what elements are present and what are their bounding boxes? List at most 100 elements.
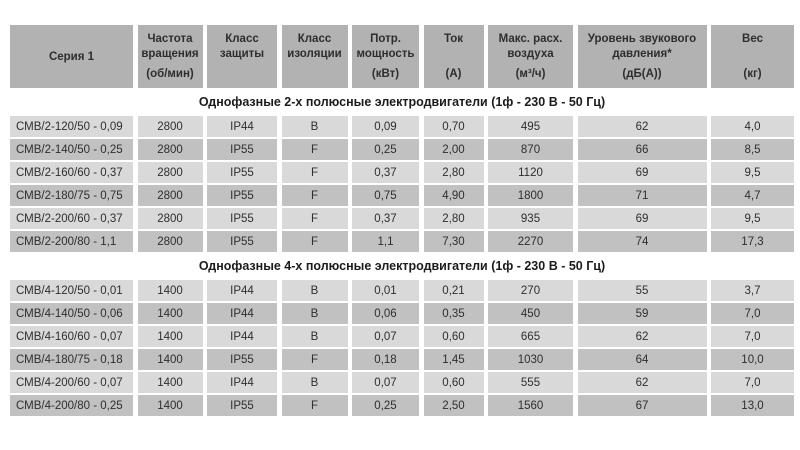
table-cell: IP44 xyxy=(207,116,277,137)
table-cell: 62 xyxy=(577,116,707,137)
table-cell: 2,80 xyxy=(423,162,484,183)
table-cell: 62 xyxy=(577,326,707,347)
header-label: Класс защиты xyxy=(219,33,265,60)
table-cell: 0,21 xyxy=(423,280,484,301)
table-cell: 935 xyxy=(488,208,573,229)
table-cell: 0,37 xyxy=(352,162,419,183)
table-cell: IP44 xyxy=(207,280,277,301)
table-cell: F xyxy=(281,139,348,160)
table-cell: 1800 xyxy=(488,185,573,206)
table-cell: 66 xyxy=(577,139,707,160)
table-cell: 0,06 xyxy=(352,303,419,324)
table-cell: 0,25 xyxy=(352,395,419,416)
model-name-cell: СМВ/4-120/50 - 0,01 xyxy=(10,280,133,301)
table-cell: 1400 xyxy=(137,326,203,347)
header-label: Макс. расх. воздуха xyxy=(498,33,563,60)
table-cell: F xyxy=(281,349,348,370)
table-cell: F xyxy=(281,395,348,416)
table-cell: 69 xyxy=(577,208,707,229)
table-cell: 55 xyxy=(577,280,707,301)
table-cell: 13,0 xyxy=(711,395,794,416)
table-cell: IP55 xyxy=(207,349,277,370)
header-label: Потр. мощность xyxy=(356,33,415,60)
table-cell: IP44 xyxy=(207,372,277,393)
table-cell: F xyxy=(281,162,348,183)
model-name-cell: СМВ/2-200/60 - 0,37 xyxy=(10,208,133,229)
header-unit: (м³/ч) xyxy=(515,68,546,81)
table-cell: IP55 xyxy=(207,139,277,160)
model-name-cell: СМВ/2-180/75 - 0,75 xyxy=(10,185,133,206)
table-cell: 7,0 xyxy=(711,372,794,393)
table-cell: 7,0 xyxy=(711,303,794,324)
model-name-cell: СМВ/4-180/75 - 0,18 xyxy=(10,349,133,370)
table-cell: B xyxy=(281,280,348,301)
table-cell: 10,0 xyxy=(711,349,794,370)
table-cell: 0,70 xyxy=(423,116,484,137)
header-cell: Серия 1 xyxy=(10,25,133,88)
header-cell: Макс. расх. воздуха (м³/ч) xyxy=(488,25,573,88)
table-cell: F xyxy=(281,231,348,252)
table-cell: 4,90 xyxy=(423,185,484,206)
table-cell: 62 xyxy=(577,372,707,393)
table-cell: 2800 xyxy=(137,231,203,252)
section-title: Однофазные 4-х полюсные электродвигатели… xyxy=(10,254,794,278)
table-cell: 2,00 xyxy=(423,139,484,160)
table-cell: 9,5 xyxy=(711,162,794,183)
table-cell: 4,0 xyxy=(711,116,794,137)
section-title: Однофазные 2-х полюсные электродвигатели… xyxy=(10,90,794,114)
motor-spec-table: Серия 1 Частота вращения (об/мин) Класс защ… xyxy=(10,25,794,416)
table-cell: IP44 xyxy=(207,303,277,324)
table-cell: 665 xyxy=(488,326,573,347)
table-cell: 0,60 xyxy=(423,372,484,393)
table-cell: 4,7 xyxy=(711,185,794,206)
table-cell: 74 xyxy=(577,231,707,252)
header-cell: Класс изоляции xyxy=(281,25,348,88)
model-name-cell: СМВ/4-200/60 - 0,07 xyxy=(10,372,133,393)
table-cell: 0,07 xyxy=(352,326,419,347)
table-cell: 1400 xyxy=(137,349,203,370)
table-cell: 1400 xyxy=(137,280,203,301)
table-cell: 0,75 xyxy=(352,185,419,206)
model-name-cell: СМВ/4-200/80 - 0,25 xyxy=(10,395,133,416)
table-cell: B xyxy=(281,116,348,137)
table-cell: 67 xyxy=(577,395,707,416)
table-cell: 2800 xyxy=(137,162,203,183)
table-cell: 1120 xyxy=(488,162,573,183)
header-cell: Класс защиты xyxy=(207,25,277,88)
header-unit: (А) xyxy=(445,68,462,81)
table-cell: F xyxy=(281,185,348,206)
table-cell: 2,50 xyxy=(423,395,484,416)
table-cell: 0,07 xyxy=(352,372,419,393)
model-name-cell: СМВ/2-200/80 - 1,1 xyxy=(10,231,133,252)
table-cell: 0,25 xyxy=(352,139,419,160)
table-cell: 1400 xyxy=(137,372,203,393)
header-cell: Частота вращения (об/мин) xyxy=(137,25,203,88)
table-cell: 0,09 xyxy=(352,116,419,137)
header-label: Частота вращения xyxy=(141,33,199,60)
header-cell: Ток (А) xyxy=(423,25,484,88)
header-unit: (кВт) xyxy=(371,68,400,81)
table-cell: F xyxy=(281,208,348,229)
header-cell: Уровень звукового давления* (дБ(А)) xyxy=(577,25,707,88)
table-cell: IP55 xyxy=(207,395,277,416)
header-unit: (об/мин) xyxy=(146,68,194,81)
header-cell: Потр. мощность (кВт) xyxy=(352,25,419,88)
table-cell: 1560 xyxy=(488,395,573,416)
model-name-cell: СМВ/2-160/60 - 0,37 xyxy=(10,162,133,183)
table-cell: IP55 xyxy=(207,231,277,252)
table-cell: 69 xyxy=(577,162,707,183)
table-cell: 9,5 xyxy=(711,208,794,229)
table-cell: B xyxy=(281,326,348,347)
table-cell: 1,45 xyxy=(423,349,484,370)
header-label: Серия 1 xyxy=(48,50,95,63)
table-cell: 2270 xyxy=(488,231,573,252)
table-cell: IP55 xyxy=(207,208,277,229)
table-cell: 1400 xyxy=(137,303,203,324)
table-cell: 555 xyxy=(488,372,573,393)
header-label: Класс изоляции xyxy=(287,33,342,60)
table-cell: IP55 xyxy=(207,162,277,183)
table-cell: 270 xyxy=(488,280,573,301)
table-cell: 1400 xyxy=(137,395,203,416)
table-cell: 71 xyxy=(577,185,707,206)
